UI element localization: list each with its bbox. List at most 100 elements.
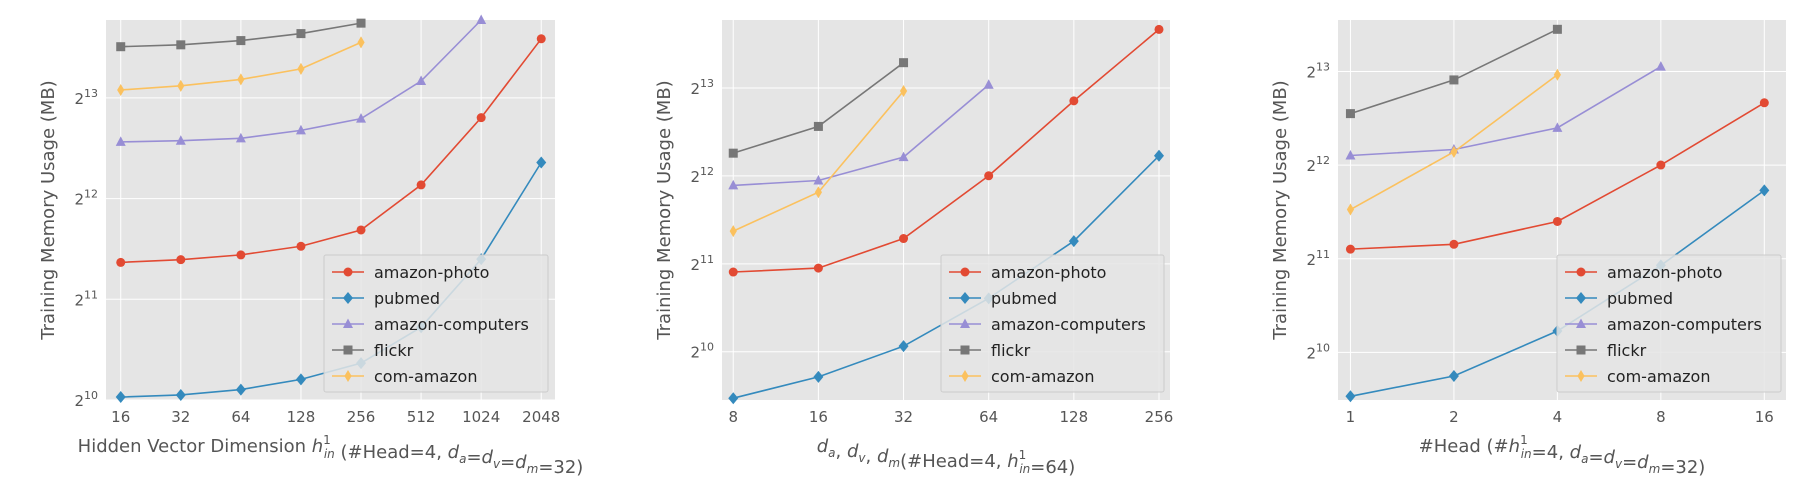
data-point: [476, 14, 487, 24]
data-point: [1552, 216, 1562, 226]
y-tick-label: 212: [690, 165, 714, 186]
legend-label: amazon-computers: [374, 315, 529, 334]
legend-marker: [344, 370, 352, 382]
data-point: [1450, 145, 1458, 158]
data-point: [899, 58, 909, 68]
data-point: [1346, 203, 1355, 216]
y-tick-label: 211: [74, 288, 98, 309]
y-axis-label: Training Memory Usage (MB): [654, 80, 675, 340]
data-point: [898, 340, 909, 353]
series-com-amazon: [729, 84, 908, 238]
data-point: [536, 34, 546, 44]
data-point: [296, 29, 306, 39]
data-point: [898, 151, 909, 162]
data-point: [356, 225, 366, 235]
data-point: [1448, 370, 1459, 383]
data-point: [1656, 160, 1666, 170]
x-tick-label: 256: [347, 408, 376, 426]
legend-marker: [1576, 318, 1586, 328]
data-point: [1153, 149, 1164, 162]
y-tick-label: 210: [690, 341, 714, 362]
data-point: [728, 148, 738, 158]
legend-label: com-amazon: [991, 367, 1094, 386]
x-tick-label: 8: [728, 408, 738, 426]
data-point: [984, 171, 994, 181]
legend-marker: [960, 345, 970, 355]
data-point: [1345, 109, 1355, 119]
legend: amazon-photo pubmed amazon-computers flickr…: [323, 254, 549, 393]
y-tick-label: 210: [74, 389, 98, 410]
legend-label: flickr: [991, 341, 1031, 360]
data-point: [1552, 122, 1563, 132]
legend-label: pubmed: [991, 289, 1057, 308]
legend-box: [1556, 254, 1782, 393]
data-point: [728, 392, 739, 405]
data-point: [1345, 244, 1355, 254]
legend-marker: [960, 318, 970, 328]
data-point: [536, 156, 547, 169]
series-com-amazon: [1346, 68, 1561, 216]
legend-label: amazon-photo: [991, 263, 1106, 282]
chart-panel-3: 1 2 4 8 16 210 211 212 213 Training Memory Usage …: [1270, 20, 1786, 478]
legend-label: pubmed: [374, 289, 440, 308]
x-tick-label: 8: [1656, 408, 1666, 426]
legend: amazon-photo pubmed amazon-computers flickr…: [1556, 254, 1782, 393]
data-point: [115, 391, 126, 404]
data-point: [176, 40, 186, 50]
legend-label: amazon-computers: [991, 315, 1146, 334]
series-flickr: [728, 58, 909, 158]
data-point: [813, 263, 823, 273]
legend-label: amazon-computers: [1607, 315, 1762, 334]
x-tick-label: 128: [287, 408, 316, 426]
x-tick-label: 2: [1449, 408, 1459, 426]
data-point: [1449, 75, 1459, 85]
data-point: [1068, 235, 1079, 248]
data-point: [416, 75, 427, 86]
chart-panel-1: 16 32 64 128 256 512 1024 2048 210 211 212 213 Train…: [38, 14, 583, 478]
data-point: [236, 36, 246, 46]
data-point: [1345, 150, 1356, 160]
data-point: [177, 79, 185, 92]
x-tick-label: 64: [231, 408, 250, 426]
series-flickr: [116, 18, 366, 52]
data-point: [1655, 61, 1666, 71]
x-tick-label: 1: [1346, 408, 1356, 426]
legend-box: [323, 254, 549, 393]
y-tick-label: 211: [690, 253, 714, 274]
data-point: [357, 36, 365, 49]
x-tick-label: 128: [1060, 408, 1089, 426]
legend-marker: [343, 292, 353, 304]
data-point: [729, 225, 737, 238]
data-point: [728, 267, 738, 277]
legend: amazon-photo pubmed amazon-computers flickr…: [940, 254, 1165, 393]
x-tick-label: 512: [407, 408, 436, 426]
legend-label: com-amazon: [1607, 367, 1710, 386]
y-tick-label: 213: [74, 87, 98, 108]
data-point: [1759, 184, 1770, 197]
x-tick-label: 2048: [522, 408, 560, 426]
data-point: [235, 383, 246, 396]
data-point: [176, 255, 186, 265]
data-point: [1759, 98, 1769, 108]
x-tick-label: 4: [1553, 408, 1563, 426]
series-com-amazon: [117, 36, 365, 96]
legend-marker: [1577, 370, 1585, 382]
x-tick-label: 32: [171, 408, 190, 426]
data-point: [297, 62, 305, 75]
data-point: [728, 179, 739, 190]
legend-label: com-amazon: [374, 367, 477, 386]
series-amazon-photo: [728, 24, 1164, 277]
data-point: [1449, 239, 1459, 249]
data-point: [356, 18, 366, 28]
series-line: [733, 28, 1160, 273]
x-tick-label: 256: [1145, 408, 1174, 426]
legend-label: pubmed: [1607, 289, 1673, 308]
series-amazon-photo: [1345, 98, 1769, 254]
legend-label: amazon-photo: [1607, 263, 1722, 282]
x-tick-label: 16: [1755, 408, 1774, 426]
y-tick-label: 212: [1306, 154, 1330, 175]
legend-marker: [960, 267, 970, 277]
data-point: [476, 113, 486, 123]
data-point: [175, 388, 186, 401]
